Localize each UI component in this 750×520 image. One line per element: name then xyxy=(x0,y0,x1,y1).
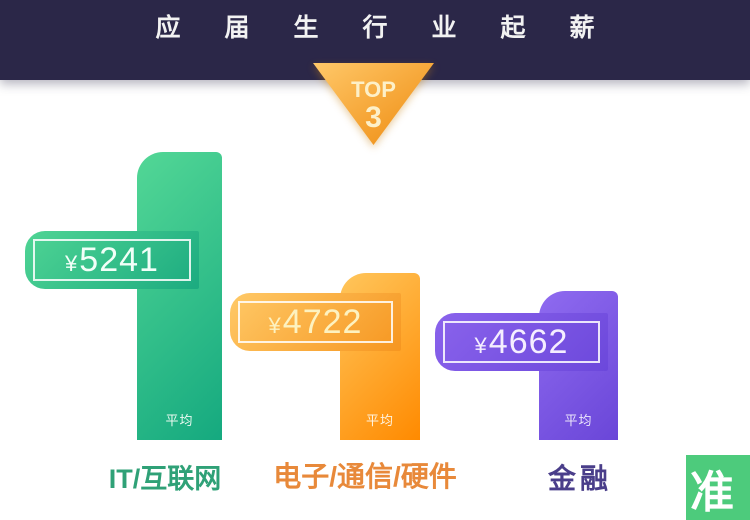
svg-text:3: 3 xyxy=(365,101,382,134)
svg-text:TOP: TOP xyxy=(351,77,396,102)
